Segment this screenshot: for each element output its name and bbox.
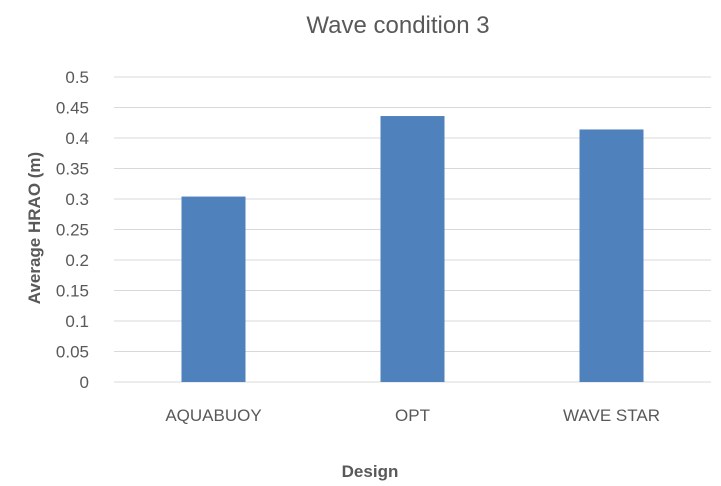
bar-aquabuoy (181, 196, 246, 382)
x-tick-label: AQUABUOY (165, 406, 261, 425)
bars (181, 116, 644, 382)
y-tick-label: 0.45 (56, 99, 89, 118)
x-tick-label: OPT (395, 406, 430, 425)
bar-wave-star (579, 129, 644, 382)
y-tick-label: 0.25 (56, 221, 89, 240)
y-tick-label: 0.4 (65, 129, 89, 148)
y-tick-label: 0.2 (65, 251, 89, 270)
x-tick-labels: AQUABUOY OPT WAVE STAR (165, 406, 660, 425)
bar-opt (380, 116, 445, 382)
x-axis-title: Design (342, 462, 399, 481)
y-axis-title: Average HRAO (m) (25, 152, 44, 304)
y-tick-label: 0.15 (56, 282, 89, 301)
y-tick-label: 0.35 (56, 160, 89, 179)
y-tick-label: 0.5 (65, 68, 89, 87)
x-tick-label: WAVE STAR (563, 406, 660, 425)
y-tick-label: 0.1 (65, 312, 89, 331)
y-tick-labels: 0 0.05 0.1 0.15 0.2 0.25 0.3 0.35 0.4 0.45 0.5 (56, 68, 89, 392)
y-tick-label: 0.3 (65, 190, 89, 209)
chart-title: Wave condition 3 (306, 12, 489, 39)
y-tick-label: 0.05 (56, 343, 89, 362)
y-tick-label: 0 (80, 373, 89, 392)
